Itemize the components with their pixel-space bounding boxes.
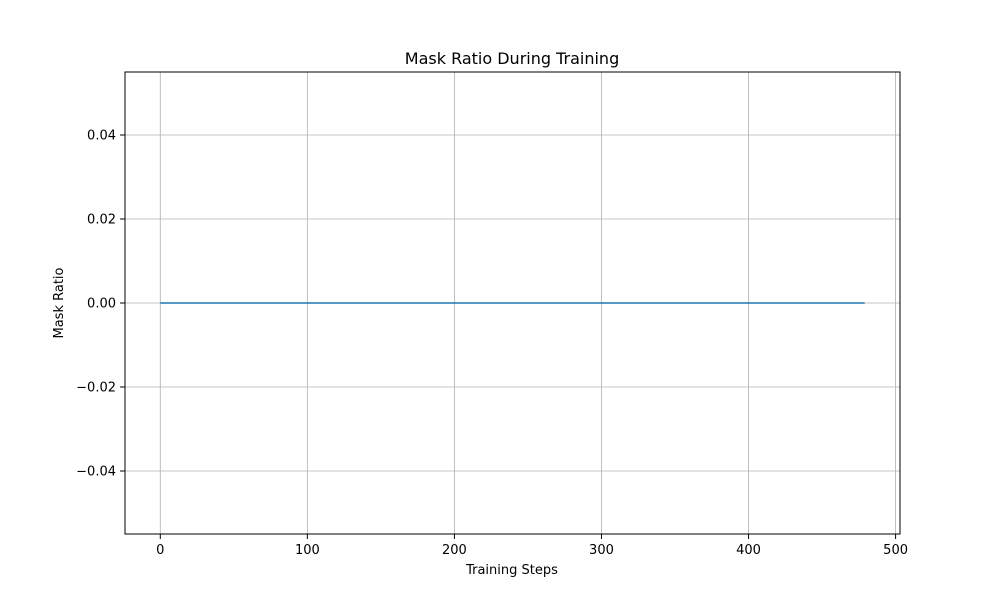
x-tick-label: 300 bbox=[589, 543, 614, 558]
y-tick-label: 0.00 bbox=[87, 297, 116, 312]
x-tick-label: 500 bbox=[883, 543, 908, 558]
x-axis-label: Training Steps bbox=[465, 563, 558, 578]
x-axis: 0 100 200 300 400 500 bbox=[156, 534, 908, 558]
y-tick-label: −0.04 bbox=[76, 465, 116, 480]
y-tick-label: 0.02 bbox=[87, 213, 116, 228]
x-tick-label: 200 bbox=[442, 543, 467, 558]
y-tick-label: 0.04 bbox=[87, 129, 116, 144]
y-axis-label: Mask Ratio bbox=[52, 267, 67, 338]
x-tick-label: 0 bbox=[156, 543, 164, 558]
y-tick-label: −0.02 bbox=[76, 381, 116, 396]
chart-title: Mask Ratio During Training bbox=[405, 49, 619, 68]
x-tick-label: 100 bbox=[295, 543, 320, 558]
y-axis: −0.04 −0.02 0.00 0.02 0.04 bbox=[76, 129, 125, 480]
x-tick-label: 400 bbox=[736, 543, 761, 558]
